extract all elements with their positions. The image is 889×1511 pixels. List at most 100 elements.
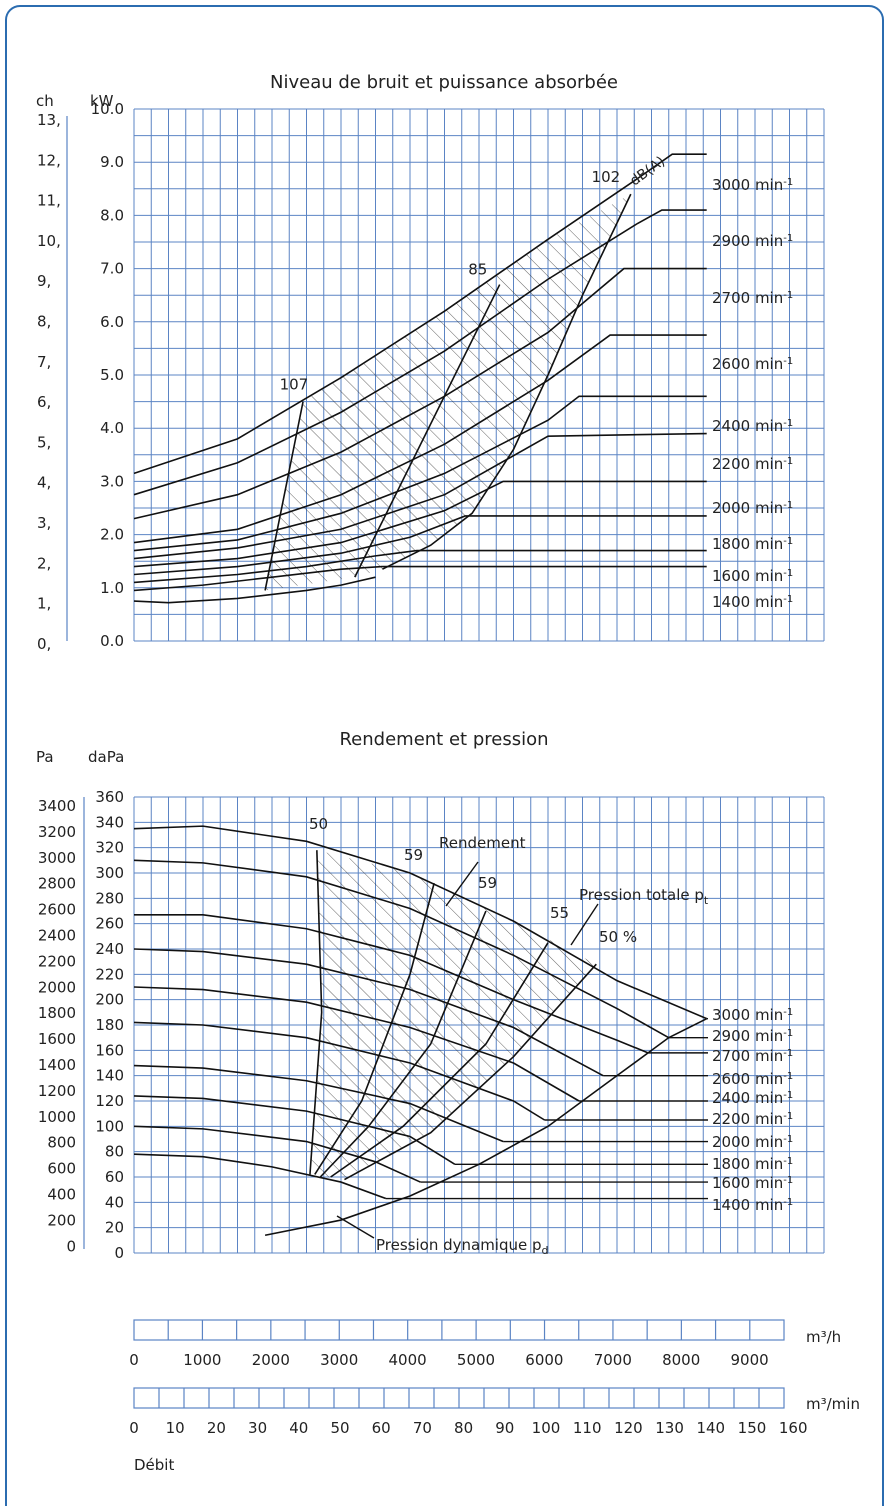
dapa-tick-label: 220 [95,965,124,983]
pa-tick-label: 1600 [38,1030,76,1048]
noise-label-85: 85 [468,261,487,279]
kw-tick-label: 8.0 [100,206,124,224]
outer-border [5,5,884,1511]
pa-tick-label: 800 [47,1134,76,1152]
flow-tick-label: 140 [696,1419,725,1437]
kw-tick-label: 7.0 [100,260,124,278]
speed-label: 2400 min-1 [712,1089,793,1107]
pa-tick-label: 1000 [38,1108,76,1126]
efficiency-label: 50 % [599,928,637,946]
chart1-curves [133,153,707,604]
noise-line-85 [354,284,501,578]
ch-tick-label: 0, [37,635,51,653]
flow-tick-label: 80 [454,1419,473,1437]
dapa-tick-label: 140 [95,1067,124,1085]
dynamic-pressure-curve [264,1017,708,1237]
pressure-curve-3000 [133,825,708,1020]
kw-tick-label: 2.0 [100,526,124,544]
speed-label: 1600 min-1 [712,567,793,585]
flow-tick-label: 160 [779,1419,808,1437]
kw-tick-label: 4.0 [100,419,124,437]
flow-tick-label: 3000 [320,1351,358,1369]
speed-label: 2600 min-1 [712,1070,793,1088]
efficiency-line-59 [319,910,487,1178]
flow-tick-label: 1000 [183,1351,221,1369]
speed-label: 1400 min-1 [712,593,793,611]
speed-label: 2400 min-1 [712,417,793,435]
chart2-dapa-ticks: 3603403203002802602402202001801601401201… [95,788,124,1262]
speed-label: 2000 min-1 [712,499,793,517]
flow-tick-label: 8000 [662,1351,700,1369]
speed-label: 2900 min-1 [712,1027,793,1045]
flow-axis-m3h: 0 1000 2000 3000 4000 5000 6000 7000 8000 9000 [129,1319,785,1369]
pa-tick-label: 2600 [38,901,76,919]
chart1-kw-ticks: 10.0 9.0 8.0 7.0 6.0 5.0 4.0 3.0 2.0 1.0 0.0 [91,100,124,650]
efficiency-line-59 [314,882,435,1175]
speed-label: 1400 min-1 [712,1196,793,1214]
pa-tick-label: 0 [66,1237,76,1255]
flow-axis-m3h-unit: m³/h [806,1328,841,1346]
power-curve-2200 [133,432,707,560]
power-curve-2400 [133,395,707,552]
pa-tick-label: 1200 [38,1082,76,1100]
ch-tick-label: 8, [37,313,51,331]
speed-label: 2200 min-1 [712,455,793,473]
pressure-curve-2700 [134,913,649,1054]
chart2-ylabel-pa: Pa [36,748,54,766]
chart2-pa-ticks: 3400320030002800260024002200200018001600… [38,797,85,1255]
ch-tick-label: 1, [37,595,51,613]
ch-tick-label: 3, [37,514,51,532]
power-curve-1600 [133,549,707,584]
flow-tick-label: 10 [166,1419,185,1437]
power-curve-1400 [133,565,707,592]
flow-axis-m3min-unit: m³/min [806,1395,860,1413]
pa-tick-label: 2800 [38,875,76,893]
flow-tick-label: 0 [129,1419,139,1437]
efficiency-line-50 % [344,963,597,1181]
power-curve-base [133,576,376,604]
flow-tick-label: 2000 [252,1351,290,1369]
hatched-area [265,194,631,591]
pa-tick-label: 2000 [38,978,76,996]
dapa-tick-label: 180 [95,1016,124,1034]
power-curve-2600 [133,334,707,544]
dapa-tick-label: 0 [114,1244,124,1262]
dapa-tick-label: 240 [95,940,124,958]
efficiency-label: 55 [550,904,569,922]
dapa-tick-label: 80 [105,1143,124,1161]
flow-tick-label: 4000 [389,1351,427,1369]
ch-tick-label: 6, [37,393,51,411]
flow-tick-label: 110 [573,1419,602,1437]
chart1-title: Niveau de bruit et puissance absorbée [270,72,618,93]
dapa-tick-label: 300 [95,864,124,882]
pressure-curve-2600 [133,948,604,1077]
speed-label: 2200 min-1 [712,1110,793,1128]
pressure-curve-2400 [133,986,580,1102]
flow-tick-label: 130 [655,1419,684,1437]
flow-tick-label: 50 [330,1419,349,1437]
efficiency-label: 50 [309,815,328,833]
chart2-curves [133,825,708,1239]
speed-label: 1800 min-1 [712,1155,793,1173]
speed-label: 2600 min-1 [712,355,793,373]
pressure-curve-2900 [133,859,670,1039]
speed-label: 3000 min-1 [712,176,793,194]
flow-tick-label: 40 [289,1419,308,1437]
dapa-tick-label: 40 [105,1193,124,1211]
pa-tick-label: 400 [47,1186,76,1204]
flow-tick-label: 120 [614,1419,643,1437]
chart2-title: Rendement et pression [339,729,548,750]
ch-tick-label: 11, [37,192,61,210]
kw-tick-label: 3.0 [100,472,124,490]
dapa-tick-label: 360 [95,788,124,806]
dapa-tick-label: 100 [95,1117,124,1135]
speed-label: 2700 min-1 [712,289,793,307]
chart2-labels: 50 59 59 55 50 % Rendement Pression totale pt P… [309,815,793,1257]
pressure-curve-2200 [133,1021,545,1121]
pa-tick-label: 200 [47,1211,76,1229]
ch-tick-label: 5, [37,433,51,451]
chart1-ylabel-kw: kW [90,92,114,110]
leader-total-pressure [570,903,599,946]
pa-tick-label: 1400 [38,1056,76,1074]
flow-tick-label: 5000 [457,1351,495,1369]
